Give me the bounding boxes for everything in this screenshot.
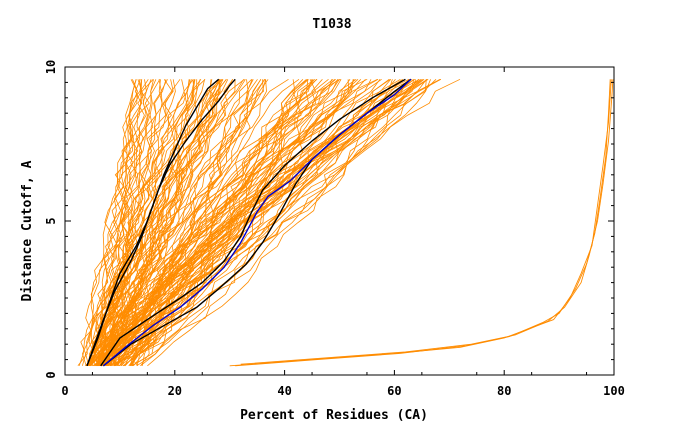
model-curve-143 (109, 78, 424, 367)
model-curve-125 (98, 79, 396, 367)
model-curve-66 (97, 79, 168, 366)
model-curve-48 (90, 79, 258, 367)
y-tick-label: 0 (44, 371, 58, 378)
model-curve-131 (132, 79, 342, 366)
series-line-6 (235, 79, 611, 367)
model-curve-86 (107, 79, 427, 367)
model-curve-141 (100, 78, 403, 367)
model-curve-54 (96, 79, 224, 366)
model-curve-140 (115, 78, 461, 367)
model-curve-127 (147, 78, 429, 367)
model-curve-121 (99, 78, 415, 366)
y-axis-label: Distance Cutoff, A (20, 160, 35, 301)
model-curve-62 (95, 79, 142, 366)
model-curve-102 (140, 78, 318, 367)
x-tick-label: 60 (387, 384, 401, 398)
model-curve-65 (102, 79, 229, 366)
series-line-2 (100, 78, 406, 367)
y-tick-label: 5 (44, 217, 58, 224)
model-curve-117 (120, 79, 381, 367)
model-curve-144 (95, 79, 410, 367)
model-curve-69 (98, 79, 185, 366)
series-line-7 (240, 79, 614, 365)
model-curve-40 (80, 79, 149, 366)
model-curve-55 (100, 79, 195, 367)
axis-ticks: 0 20 40 60 80 100 0 5 10 (44, 60, 625, 398)
model-curve-51 (88, 79, 227, 367)
model-curve-139 (103, 78, 441, 366)
x-tick-label: 0 (61, 384, 68, 398)
series-line-4 (102, 78, 412, 367)
model-curve-103 (106, 78, 334, 366)
x-tick-label: 100 (603, 384, 625, 398)
model-curve-98 (99, 79, 309, 367)
model-curve-44 (105, 79, 143, 366)
x-tick-label: 80 (497, 384, 511, 398)
model-curve-128 (140, 79, 409, 367)
model-curve-42 (81, 79, 202, 366)
model-curve-88 (122, 79, 415, 367)
model-curve-135 (114, 78, 308, 367)
model-curve-94 (100, 78, 315, 366)
series-line-1 (86, 78, 236, 367)
model-curve-129 (90, 78, 329, 367)
model-curve-53 (88, 79, 234, 366)
chart-title: T1038 (312, 17, 351, 32)
x-axis-label: Percent of Residues (CA) (240, 408, 428, 423)
model-curve-0 (89, 79, 138, 366)
model-curves (77, 78, 461, 367)
model-curve-61 (97, 79, 266, 367)
x-tick-label: 20 (168, 384, 182, 398)
series-lines (86, 78, 614, 367)
model-curve-26 (114, 79, 269, 366)
model-curve-15 (91, 79, 142, 366)
x-tick-label: 40 (277, 384, 291, 398)
y-tick-label: 10 (44, 60, 58, 74)
model-curve-58 (86, 79, 206, 367)
model-curve-118 (108, 78, 422, 366)
